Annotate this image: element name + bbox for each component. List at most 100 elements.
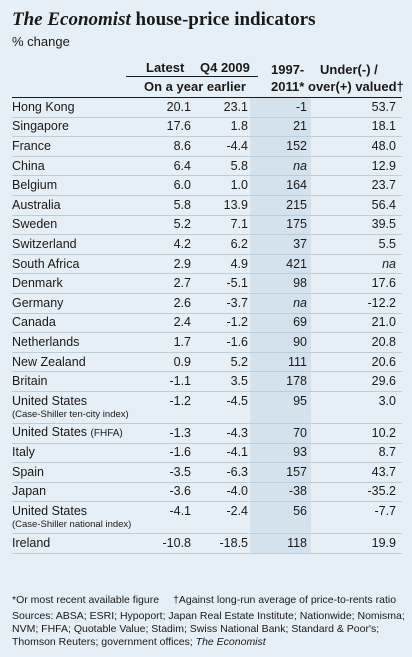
- table-row: United States (Case-Shiller ten-city inde…: [12, 391, 402, 424]
- header-under-over: Under(-) /: [320, 62, 378, 77]
- valuation-cell: 12.9: [311, 156, 402, 177]
- chart-subtitle: % change: [12, 34, 70, 49]
- q4-2009-cell: -2.4: [193, 501, 250, 535]
- latest-cell: 2.6: [137, 293, 193, 314]
- latest-cell: -4.1: [137, 501, 193, 535]
- country-name: Japan: [12, 484, 47, 499]
- since-1997-cell: 69: [250, 313, 311, 334]
- country-name: United States: [12, 393, 88, 408]
- since-1997-cell: 95: [250, 391, 311, 424]
- table-row: United States (Case-Shiller national inde…: [12, 501, 402, 535]
- since-1997-cell: 90: [250, 332, 311, 353]
- country-cell: United States (Case-Shiller ten-city inde…: [12, 391, 137, 424]
- country-name: South Africa: [12, 256, 80, 271]
- q4-2009-cell: -4.1: [193, 443, 250, 464]
- country-name: United States: [12, 504, 88, 519]
- since-1997-cell: na: [250, 156, 311, 177]
- country-note: (FHFA): [90, 428, 123, 440]
- q4-2009-cell: 4.9: [193, 254, 250, 275]
- valuation-cell: na: [311, 254, 402, 275]
- country-name: France: [12, 138, 51, 153]
- since-1997-cell: 157: [250, 462, 311, 483]
- q4-2009-cell: -4.0: [193, 482, 250, 503]
- country-name: Netherlands: [12, 334, 80, 349]
- q4-2009-cell: -4.3: [193, 423, 250, 444]
- country-cell: Belgium: [12, 175, 137, 196]
- latest-cell: 5.8: [137, 195, 193, 216]
- table-row: United States (FHFA) -1.3 -4.3 70 10.2: [12, 423, 402, 444]
- country-name: Britain: [12, 374, 48, 389]
- country-cell: China: [12, 156, 137, 177]
- valuation-cell: -7.7: [311, 501, 402, 535]
- q4-2009-cell: 23.1: [193, 97, 250, 118]
- q4-2009-cell: 13.9: [193, 195, 250, 216]
- table-row: Denmark 2.7 -5.1 98 17.6: [12, 273, 402, 294]
- q4-2009-cell: 3.5: [193, 371, 250, 392]
- table-row: Switzerland 4.2 6.2 37 5.5: [12, 234, 402, 255]
- sources-text: Sources: ABSA; ESRI; Hypoport; Japan Rea…: [12, 610, 405, 648]
- country-name: Singapore: [12, 119, 69, 134]
- latest-cell: -10.8: [137, 533, 193, 554]
- valuation-cell: 20.8: [311, 332, 402, 353]
- country-name: Germany: [12, 295, 64, 310]
- table-row: Belgium 6.0 1.0 164 23.7: [12, 175, 402, 196]
- table-row: Italy -1.6 -4.1 93 8.7: [12, 443, 402, 464]
- since-1997-cell: 421: [250, 254, 311, 275]
- valuation-cell: 17.6: [311, 273, 402, 294]
- valuation-cell: 48.0: [311, 136, 402, 157]
- header-rule: [126, 76, 258, 77]
- since-1997-cell: 56: [250, 501, 311, 535]
- table-row: China 6.4 5.8 na 12.9: [12, 156, 402, 177]
- country-cell: Germany: [12, 293, 137, 314]
- latest-cell: -1.2: [137, 391, 193, 424]
- q4-2009-cell: -6.3: [193, 462, 250, 483]
- since-1997-cell: 215: [250, 195, 311, 216]
- latest-cell: 4.2: [137, 234, 193, 255]
- q4-2009-cell: 1.0: [193, 175, 250, 196]
- latest-cell: 2.7: [137, 273, 193, 294]
- since-1997-cell: 175: [250, 215, 311, 236]
- table-row: Britain -1.1 3.5 178 29.6: [12, 371, 402, 392]
- table-row: South Africa 2.9 4.9 421 na: [12, 254, 402, 275]
- valuation-cell: 19.9: [311, 533, 402, 554]
- country-cell: Hong Kong: [12, 97, 137, 118]
- valuation-cell: 43.7: [311, 462, 402, 483]
- country-cell: France: [12, 136, 137, 157]
- valuation-cell: 20.6: [311, 352, 402, 373]
- valuation-cell: 5.5: [311, 234, 402, 255]
- header-valued: over(+) valued†: [308, 79, 404, 94]
- latest-cell: 6.4: [137, 156, 193, 177]
- since-1997-cell: 152: [250, 136, 311, 157]
- table-row: Canada 2.4 -1.2 69 21.0: [12, 313, 402, 334]
- q4-2009-cell: 6.2: [193, 234, 250, 255]
- title-publication: The Economist: [12, 9, 131, 30]
- table-row: Sweden 5.2 7.1 175 39.5: [12, 215, 402, 236]
- country-cell: New Zealand: [12, 352, 137, 373]
- q4-2009-cell: 1.8: [193, 117, 250, 138]
- chart-title: The Economist house-price indicators: [12, 8, 402, 32]
- table-row: Netherlands 1.7 -1.6 90 20.8: [12, 332, 402, 353]
- table-row: Australia 5.8 13.9 215 56.4: [12, 195, 402, 216]
- latest-cell: 2.4: [137, 313, 193, 334]
- valuation-cell: 53.7: [311, 97, 402, 118]
- country-cell: South Africa: [12, 254, 137, 275]
- latest-cell: 8.6: [137, 136, 193, 157]
- table-header: Latest Q4 2009 On a year earlier 1997- 2…: [12, 60, 404, 98]
- valuation-cell: -35.2: [311, 482, 402, 503]
- latest-cell: 2.9: [137, 254, 193, 275]
- table-row: Hong Kong 20.1 23.1 -1 53.7: [12, 97, 402, 118]
- valuation-cell: 18.1: [311, 117, 402, 138]
- since-1997-cell: 164: [250, 175, 311, 196]
- country-cell: Ireland: [12, 533, 137, 554]
- country-name: China: [12, 158, 45, 173]
- since-1997-cell: 178: [250, 371, 311, 392]
- country-name: Ireland: [12, 536, 51, 551]
- country-cell: Sweden: [12, 215, 137, 236]
- latest-cell: 20.1: [137, 97, 193, 118]
- country-note: (Case-Shiller ten-city index): [12, 408, 129, 420]
- valuation-cell: 21.0: [311, 313, 402, 334]
- valuation-cell: 39.5: [311, 215, 402, 236]
- footer: *Or most recent available figure †Against…: [12, 594, 407, 649]
- q4-2009-cell: -1.6: [193, 332, 250, 353]
